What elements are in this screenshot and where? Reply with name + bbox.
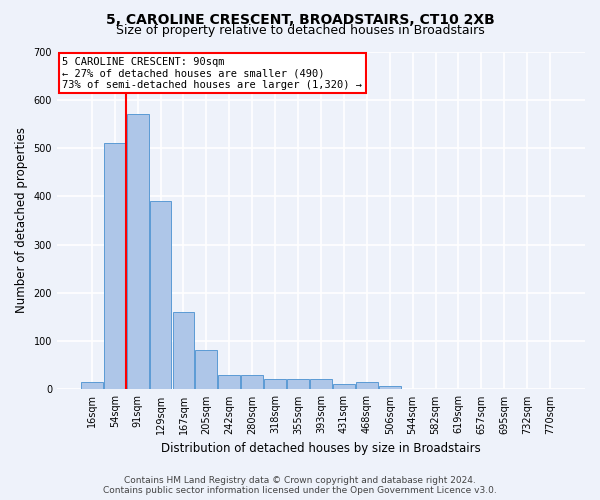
Bar (104, 143, 125, 390)
Bar (149, 201, 172, 390)
Bar (196, 350, 217, 390)
Text: Size of property relative to detached houses in Broadstairs: Size of property relative to detached ho… (116, 24, 484, 37)
Bar (333, 384, 355, 390)
Y-axis label: Number of detached properties: Number of detached properties (15, 128, 28, 314)
Bar (356, 382, 377, 390)
Bar (81, 382, 103, 390)
Bar (127, 114, 149, 390)
Bar (310, 379, 332, 390)
Text: Contains HM Land Registry data © Crown copyright and database right 2024.
Contai: Contains HM Land Registry data © Crown c… (103, 476, 497, 495)
Bar (287, 379, 309, 390)
Text: 5 CAROLINE CRESCENT: 90sqm
← 27% of detached houses are smaller (490)
73% of sem: 5 CAROLINE CRESCENT: 90sqm ← 27% of deta… (62, 56, 362, 90)
Bar (241, 375, 263, 390)
Bar (379, 386, 401, 390)
Bar (173, 312, 194, 390)
Bar (264, 379, 286, 390)
Text: 5, CAROLINE CRESCENT, BROADSTAIRS, CT10 2XB: 5, CAROLINE CRESCENT, BROADSTAIRS, CT10 … (106, 12, 494, 26)
Bar (218, 375, 240, 390)
X-axis label: Distribution of detached houses by size in Broadstairs: Distribution of detached houses by size … (161, 442, 481, 455)
